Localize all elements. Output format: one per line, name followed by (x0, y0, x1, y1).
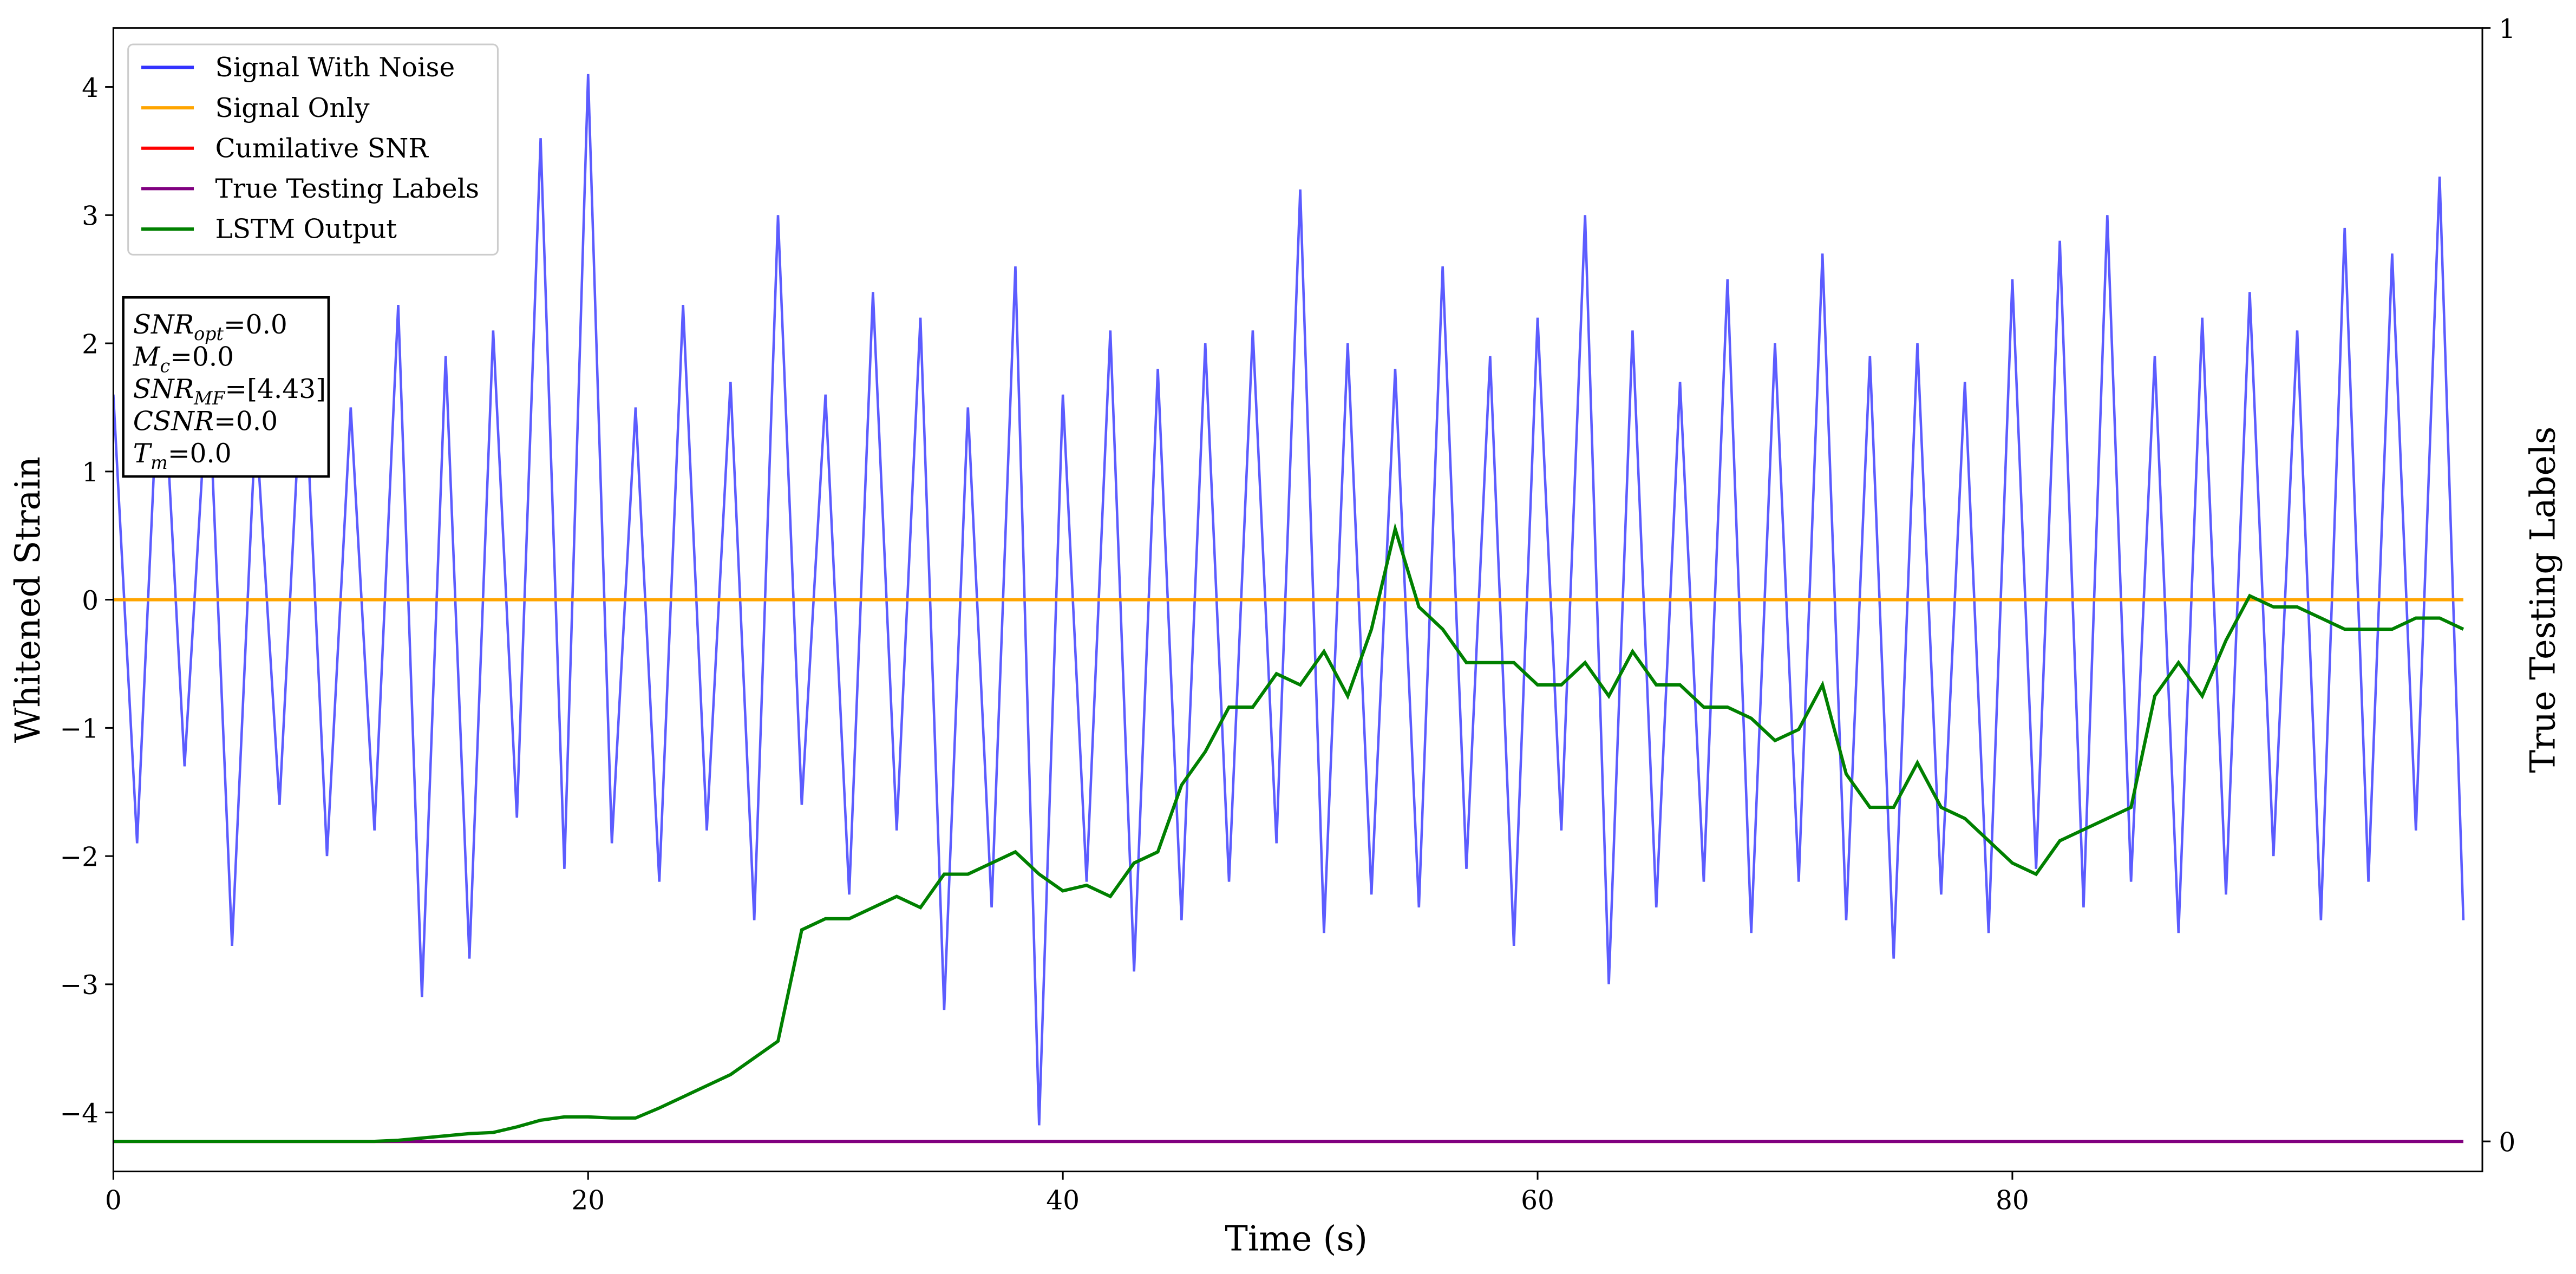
annotation-subscript: MF (193, 388, 226, 409)
annotation-symbol: CSNR (133, 406, 214, 436)
y2-tick-label: 1 (2499, 14, 2515, 44)
legend-label: Signal Only (215, 93, 370, 123)
plot-frame (112, 27, 2483, 1173)
legend-label: Cumilative SNR (215, 133, 429, 164)
annotation: Mc=0.0 (133, 342, 234, 377)
annotation-symbol: T (133, 439, 153, 469)
legend-label: LSTM Output (215, 214, 397, 245)
annotation: CSNR=0.0 (133, 406, 278, 436)
y-tick-label: −4 (60, 1099, 99, 1129)
y-tick-label: −3 (60, 970, 99, 1001)
y2-tick-label: 0 (2499, 1127, 2515, 1158)
y-tick-label: 4 (82, 73, 99, 103)
annotation: SNRopt=0.0 (133, 310, 287, 344)
x-tick-label: 60 (1521, 1185, 1554, 1216)
x-tick-label: 20 (571, 1185, 605, 1216)
y-axis-label: Whitened Strain (8, 456, 48, 743)
annotation-value: =0.0 (170, 342, 234, 373)
annotation-subscript: m (151, 452, 168, 473)
annotation: Tm=0.0 (133, 439, 232, 473)
series-line (113, 74, 2465, 1126)
legend-box (127, 43, 499, 256)
annotation: SNRMF=[4.43] (133, 374, 326, 409)
annotation-box (122, 296, 330, 478)
plot-area (113, 74, 2465, 1144)
annotation-value: =0.0 (168, 439, 232, 469)
annotation-value: =[4.43] (225, 374, 326, 404)
y-tick-label: 1 (82, 458, 99, 488)
y-tick-label: −2 (60, 842, 99, 872)
x-tick-label: 0 (105, 1185, 122, 1216)
annotation-symbol: SNR (133, 374, 194, 404)
annotation-symbol: SNR (133, 310, 194, 340)
y-tick-label: 3 (82, 201, 99, 232)
annotation-subscript: opt (194, 323, 224, 344)
annotation-value: =0.0 (224, 310, 287, 340)
annotation-value: =0.0 (214, 406, 278, 436)
annotation-subscript: c (160, 356, 171, 377)
y-tick-label: 2 (82, 329, 99, 360)
y-tick-label: 0 (82, 586, 99, 616)
x-tick-label: 80 (1996, 1185, 2029, 1216)
series-line (113, 522, 2464, 1144)
y-tick-label: −1 (60, 714, 99, 744)
x-axis-label: Time (s) (1225, 1219, 1368, 1259)
annotation-symbol: M (133, 342, 161, 373)
y2-axis-label: True Testing Labels (2523, 427, 2564, 773)
x-tick-label: 40 (1046, 1185, 1080, 1216)
legend-label: True Testing Labels (215, 174, 480, 204)
legend-label: Signal With Noise (215, 53, 455, 83)
